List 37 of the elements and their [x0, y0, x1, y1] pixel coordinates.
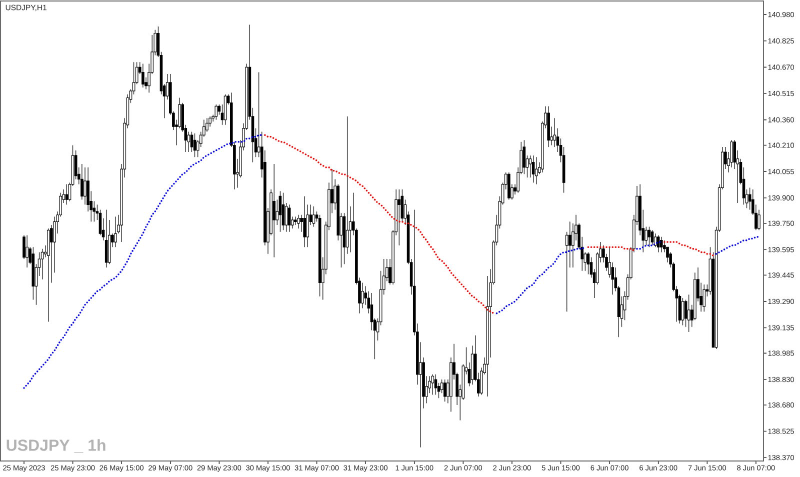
candlestick — [508, 172, 510, 200]
candlestick — [214, 104, 218, 120]
candlestick — [443, 379, 446, 402]
candlestick — [297, 214, 300, 229]
candlestick — [294, 216, 297, 226]
candlestick — [142, 64, 144, 88]
candlestick — [278, 190, 282, 232]
candlestick — [288, 204, 291, 232]
annotation: USDJPY _ 1h — [6, 439, 106, 453]
candlestick — [104, 209, 108, 268]
candlestick — [650, 230, 654, 246]
candlestick — [47, 228, 50, 322]
candlestick — [65, 184, 68, 205]
candlestick — [656, 234, 660, 253]
candlestick — [522, 140, 526, 174]
candlestick — [193, 133, 196, 158]
candlestick — [40, 248, 44, 280]
candlestick — [26, 234, 28, 268]
candlestick — [660, 236, 663, 253]
candlestick — [687, 294, 690, 332]
candlestick — [586, 252, 590, 275]
candlestick — [312, 206, 316, 228]
candlestick — [648, 226, 651, 248]
candlestick — [431, 374, 434, 396]
candlestick — [398, 189, 401, 246]
candlestick — [272, 164, 276, 258]
candlestick — [224, 94, 227, 126]
candlestick — [114, 216, 117, 248]
candlestick — [702, 284, 706, 312]
candlestick — [532, 155, 535, 183]
candlestick — [282, 192, 285, 230]
candlestick — [318, 214, 322, 297]
candlestick — [681, 298, 684, 326]
candlestick — [303, 196, 306, 248]
candlestick — [434, 374, 438, 396]
candlestick — [534, 156, 538, 185]
candlestick — [547, 106, 550, 148]
